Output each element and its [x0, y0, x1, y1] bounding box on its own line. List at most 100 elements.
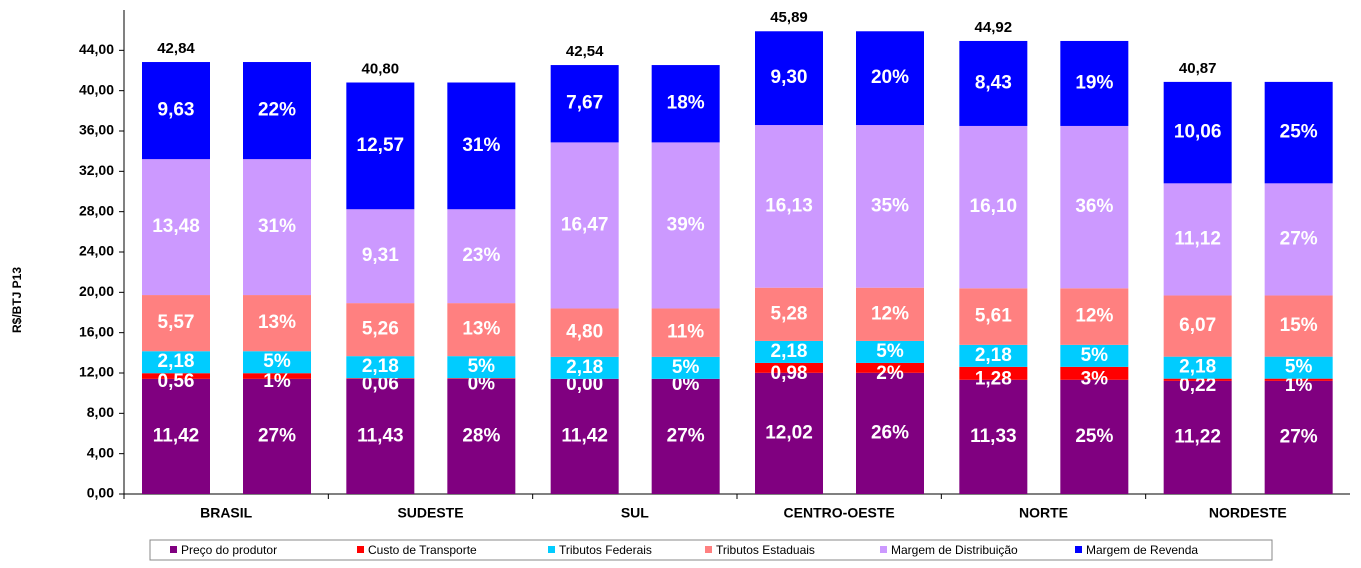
percent-bar-segment — [243, 295, 311, 352]
value-bar-segment — [550, 308, 619, 357]
percent-label: 1% — [263, 371, 291, 392]
percent-label: 11% — [667, 322, 704, 343]
value-bar-segment — [1163, 295, 1232, 357]
y-tick-label: 44,00 — [79, 41, 114, 57]
percent-bar-segment — [856, 372, 924, 494]
percent-bar-segment — [651, 356, 720, 379]
percent-bar-segment — [651, 142, 720, 309]
percent-bar-segment — [447, 378, 516, 494]
value-bar-segment — [1163, 183, 1232, 296]
percent-label: 27% — [667, 425, 705, 446]
value-label: 0,00 — [566, 374, 603, 395]
y-tick-label: 8,00 — [87, 404, 114, 420]
value-label: 2,18 — [975, 345, 1012, 366]
value-label: 0,22 — [1179, 375, 1216, 396]
total-label: 42,54 — [566, 43, 604, 60]
value-label: 5,57 — [158, 312, 195, 333]
y-tick-label: 20,00 — [79, 283, 114, 299]
value-label: 11,12 — [1174, 228, 1221, 249]
value-label: 2,18 — [1179, 357, 1216, 378]
percent-bar-segment — [651, 378, 720, 494]
percent-bar-segment — [243, 62, 311, 160]
value-bar-segment — [755, 287, 823, 341]
total-label: 40,80 — [362, 61, 400, 78]
y-tick-label: 28,00 — [79, 202, 114, 218]
value-bar-segment — [959, 125, 1028, 289]
value-label: 0,06 — [362, 373, 399, 394]
percent-label: 13% — [462, 319, 500, 340]
value-label: 6,07 — [1179, 315, 1216, 336]
percent-label: 0% — [468, 373, 496, 394]
percent-label: 5% — [876, 341, 904, 362]
percent-label: 5% — [468, 356, 496, 377]
x-tick-label: NORDESTE — [1209, 505, 1287, 521]
value-bar-segment — [755, 372, 823, 494]
percent-bar-segment — [1060, 366, 1129, 380]
percent-bar-segment — [1264, 380, 1333, 494]
value-label: 9,63 — [158, 100, 195, 121]
value-label: 11,42 — [561, 425, 608, 446]
value-label: 11,43 — [357, 425, 404, 446]
percent-bar-segment — [1264, 356, 1333, 379]
legend-label: Preço do produtor — [181, 543, 277, 557]
percent-bar-segment — [856, 340, 924, 363]
percent-bar-segment — [856, 31, 924, 126]
percent-bar-segment — [243, 378, 311, 494]
value-bar-segment — [346, 378, 415, 494]
value-bar-segment — [142, 62, 210, 160]
value-label: 1,28 — [975, 368, 1012, 389]
value-bar-segment — [755, 31, 823, 126]
x-tick-label: SUL — [621, 505, 649, 521]
percent-label: 5% — [1285, 357, 1313, 378]
x-tick-label: SUDESTE — [397, 505, 463, 521]
value-label: 5,26 — [362, 319, 399, 340]
percent-bar-segment — [1060, 125, 1129, 289]
value-bar-segment — [1163, 378, 1232, 381]
value-bar-segment — [755, 125, 823, 288]
x-tick-label: CENTRO-OESTE — [784, 505, 895, 521]
percent-label: 0% — [672, 374, 700, 395]
percent-label: 36% — [1075, 196, 1113, 217]
value-bar-segment — [346, 209, 415, 304]
percent-label: 18% — [667, 93, 705, 114]
y-tick-label: 32,00 — [79, 162, 114, 178]
value-bar-segment — [142, 159, 210, 296]
y-tick-label: 16,00 — [79, 323, 114, 339]
value-bar-segment — [959, 40, 1028, 126]
value-bar-segment — [142, 295, 210, 352]
value-label: 9,30 — [771, 67, 808, 88]
legend-swatch — [170, 546, 177, 553]
percent-bar-segment — [1060, 288, 1129, 345]
percent-bar-segment — [447, 82, 516, 210]
legend-swatch — [357, 546, 364, 553]
value-label: 12,02 — [765, 422, 813, 443]
value-label: 2,18 — [566, 357, 603, 378]
value-bar-segment — [346, 356, 415, 379]
y-tick-label: 40,00 — [79, 81, 114, 97]
percent-bar-segment — [1060, 40, 1129, 126]
value-label: 16,13 — [765, 195, 813, 216]
legend-label: Margem de Distribuição — [891, 543, 1018, 557]
value-label: 2,18 — [771, 341, 808, 362]
percent-label: 5% — [1081, 345, 1109, 366]
value-label: 2,18 — [158, 351, 195, 372]
percent-label: 22% — [258, 100, 296, 121]
value-bar-segment — [142, 373, 210, 379]
value-label: 13,48 — [152, 216, 200, 237]
value-label: 12,57 — [357, 135, 405, 156]
value-label: 11,33 — [970, 426, 1017, 447]
percent-bar-segment — [447, 356, 516, 379]
percent-label: 3% — [1081, 368, 1109, 389]
value-label: 0,98 — [771, 363, 808, 384]
percent-label: 19% — [1075, 72, 1113, 93]
value-bar-segment — [346, 82, 415, 210]
total-label: 44,92 — [975, 19, 1013, 36]
value-bar-segment — [959, 379, 1028, 494]
legend-label: Custo de Transporte — [368, 543, 477, 557]
legend-label: Margem de Revenda — [1086, 543, 1198, 557]
legend-swatch — [548, 546, 555, 553]
percent-label: 25% — [1280, 122, 1318, 143]
percent-label: 5% — [263, 351, 291, 372]
percent-bar-segment — [243, 159, 311, 296]
